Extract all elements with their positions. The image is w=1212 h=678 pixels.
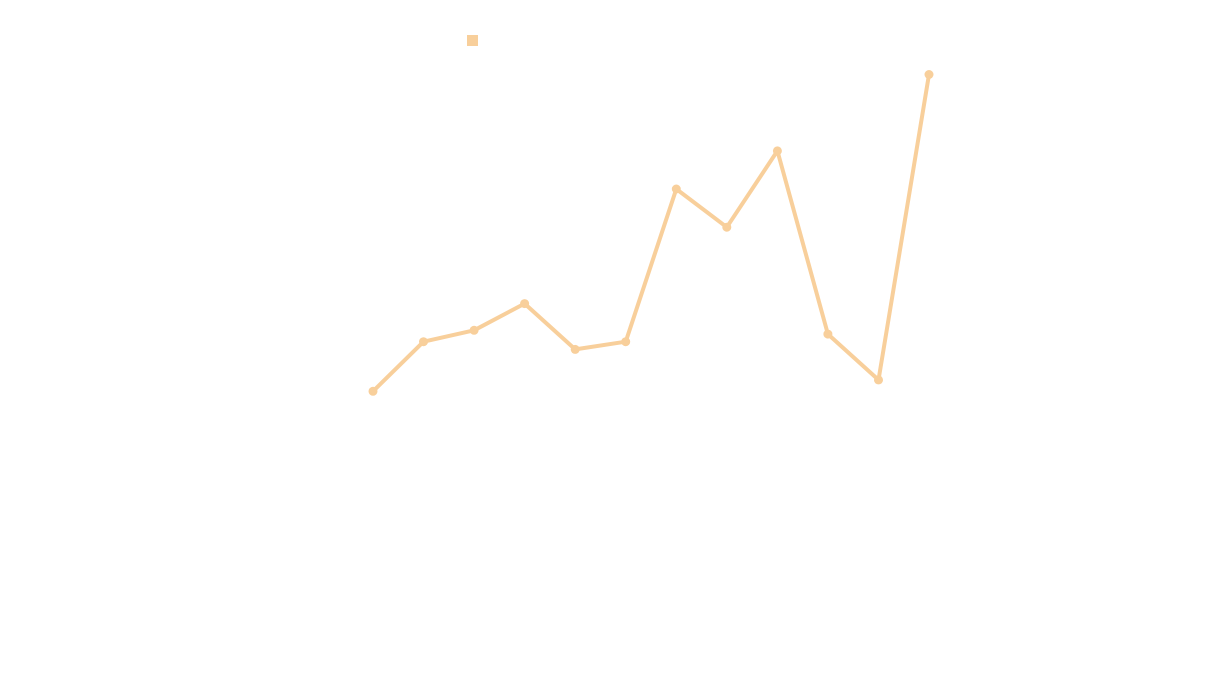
- data-point: [469, 325, 479, 335]
- data-point: [924, 70, 934, 79]
- data-point: [874, 375, 883, 385]
- series-line: [371, 72, 931, 394]
- data-point: [722, 222, 732, 232]
- data-point: [570, 344, 580, 354]
- data-point: [823, 329, 833, 339]
- data-point: [671, 184, 681, 194]
- plot-area: [368, 70, 934, 396]
- data-point: [368, 386, 378, 396]
- data-point: [772, 146, 782, 156]
- data-point: [621, 337, 631, 347]
- legend-swatch-icon: [467, 35, 478, 46]
- data-point: [520, 299, 530, 309]
- legend: [467, 35, 478, 46]
- data-point: [419, 337, 428, 347]
